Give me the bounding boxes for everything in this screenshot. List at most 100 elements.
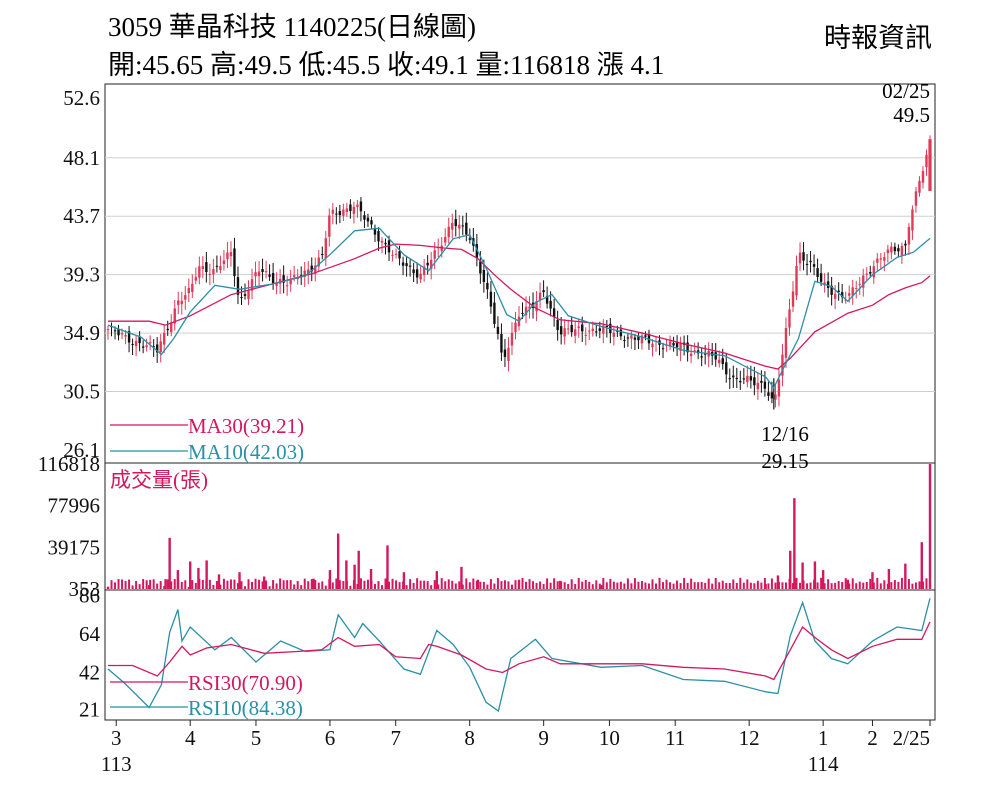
volume-bar <box>528 579 531 589</box>
volume-bar <box>275 583 278 589</box>
x-tick-label: 3 <box>111 726 122 750</box>
volume-bar <box>846 579 849 589</box>
volume-bar <box>820 577 823 589</box>
volume-bar <box>742 582 745 589</box>
candle-body <box>819 273 823 282</box>
volume-bar <box>623 583 626 589</box>
candle-body <box>623 340 626 342</box>
volume-bar <box>693 582 696 589</box>
volume-bar <box>686 582 689 589</box>
x-tick-label: 9 <box>538 726 549 750</box>
candle-body <box>767 392 770 396</box>
volume-bar <box>609 578 612 589</box>
volume-bar <box>366 579 369 589</box>
candle-body <box>120 333 124 335</box>
candle-body <box>433 250 436 259</box>
volume-bar <box>164 579 167 589</box>
volume-bar <box>156 583 159 589</box>
price-tick-label: 43.7 <box>63 204 100 228</box>
volume-bar <box>461 584 464 589</box>
volume-bar <box>774 582 777 589</box>
candle-body <box>907 226 911 245</box>
volume-bar <box>799 582 802 589</box>
volume-bar <box>816 582 819 589</box>
volume-bar <box>286 580 289 589</box>
candle-body <box>521 312 524 314</box>
volume-bar <box>419 580 422 589</box>
candle-body <box>503 349 507 357</box>
candle-body <box>581 324 584 332</box>
candle-body <box>166 328 169 331</box>
volume-bar <box>823 583 826 589</box>
volume-bar <box>426 581 429 589</box>
candle-body <box>321 254 324 256</box>
volume-bar <box>187 586 190 589</box>
candle-body <box>763 381 767 389</box>
rsi10-line <box>107 598 931 713</box>
candle-body <box>328 215 331 237</box>
candle-body <box>545 296 549 304</box>
volume-bar <box>131 585 134 589</box>
volume-bar <box>197 567 200 589</box>
volume-bar <box>208 579 211 589</box>
price-tick-label: 48.1 <box>63 146 100 170</box>
candle-body <box>384 242 387 245</box>
candle-body <box>331 209 335 214</box>
volume-bar <box>851 578 854 589</box>
candle-body <box>566 328 570 330</box>
candle-body <box>482 270 486 283</box>
chart-title: 3059 華晶科技 1140225(日線圖) <box>108 12 476 42</box>
volume-bar <box>328 570 332 589</box>
candle-body <box>391 254 394 256</box>
volume-bar <box>184 580 187 589</box>
volume-bar <box>862 582 865 589</box>
volume-bar <box>391 578 394 589</box>
candle-body <box>257 271 261 277</box>
volume-tick-label: 353 <box>69 577 101 601</box>
candle-body <box>679 343 682 351</box>
volume-bar <box>595 580 598 589</box>
candle-body <box>563 328 566 337</box>
candle-body <box>739 380 742 383</box>
volume-bar <box>238 572 241 589</box>
candle-body <box>588 330 591 332</box>
volume-bar <box>373 583 376 589</box>
candle-body <box>914 191 918 206</box>
volume-bar <box>574 584 577 589</box>
candle-body <box>215 265 219 267</box>
candle-body <box>911 209 914 231</box>
volume-bar <box>395 580 398 589</box>
volume-bar <box>539 581 542 589</box>
candle-body <box>356 204 359 208</box>
volume-bar <box>781 582 784 589</box>
candle-body <box>637 335 640 341</box>
candle-body <box>844 299 847 301</box>
volume-bar <box>482 581 485 589</box>
volume-bar <box>707 578 710 589</box>
candle-body <box>465 222 468 235</box>
candle-body <box>725 362 728 375</box>
candle-body <box>359 201 363 212</box>
candle-body <box>556 320 559 331</box>
volume-bar <box>848 583 851 589</box>
volume-bar <box>510 584 513 589</box>
candle-body <box>324 238 327 259</box>
candle-body <box>131 344 134 346</box>
volume-bar <box>616 582 619 589</box>
candle-body <box>152 346 155 348</box>
volume-bar <box>830 583 833 589</box>
candle-body <box>419 273 422 280</box>
candle-body <box>292 275 296 277</box>
candle-body <box>117 329 120 336</box>
candle-body <box>675 341 679 348</box>
candle-body <box>261 269 264 272</box>
candle-body <box>777 379 781 397</box>
candle-body <box>307 269 310 274</box>
volume-bar <box>307 581 310 589</box>
candle-body <box>201 266 205 269</box>
candle-body <box>714 352 717 360</box>
candle-body <box>363 215 366 220</box>
volume-bar <box>514 580 517 589</box>
